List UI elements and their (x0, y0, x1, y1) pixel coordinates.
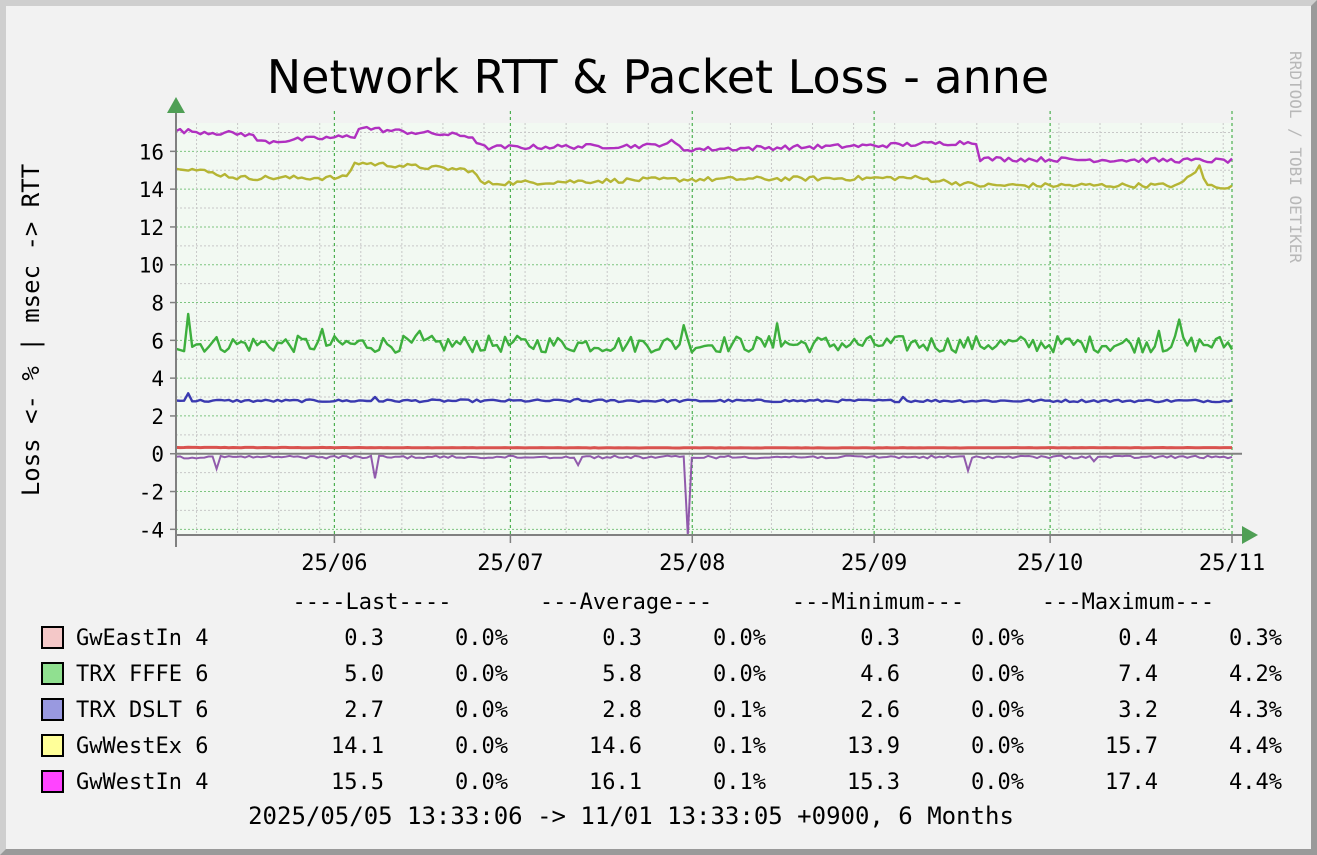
legend-series-name: GwEastIn 4 (76, 626, 208, 651)
legend-stat-value: 2.6 (860, 698, 900, 723)
legend-stat-value: 4.6 (860, 662, 900, 687)
legend-stat-value: 4.2% (1229, 662, 1282, 687)
chart-title: Network RTT & Packet Loss - anne (267, 50, 1049, 104)
legend-stat-value: 0.0% (971, 734, 1024, 759)
legend-series-name: GwWestIn 4 (76, 770, 208, 795)
y-tick-label: 0 (151, 443, 164, 467)
legend-series-name: TRX FFFE 6 (76, 662, 208, 687)
x-axis-arrow-icon (1242, 526, 1258, 544)
legend-stat-value: 4.3% (1229, 698, 1282, 723)
legend-stat-value: 0.0% (971, 770, 1024, 795)
legend-stat-value: 5.0 (344, 662, 384, 687)
rtt-loss-chart: Network RTT & Packet Loss - anne Loss <-… (17, 50, 1305, 830)
legend-stat-value: 0.0% (971, 662, 1024, 687)
legend-stat-value: 3.2 (1118, 698, 1158, 723)
legend-stat-value: 0.0% (971, 698, 1024, 723)
legend-stat-value: 15.5 (331, 770, 384, 795)
x-tick-label: 25/09 (841, 551, 907, 576)
y-tick-label: 16 (139, 140, 164, 164)
legend-stat-value: 0.1% (713, 770, 766, 795)
legend-stat-value: 0.3 (602, 626, 642, 651)
y-tick-label: 14 (139, 178, 164, 202)
y-tick-label: 4 (151, 367, 164, 391)
rrdtool-watermark: RRDTOOL / TOBI OETIKER (1286, 51, 1305, 263)
legend-column-header: ---Maximum--- (1042, 590, 1214, 615)
legend-swatch-icon (41, 698, 64, 721)
legend-stat-value: 2.7 (344, 698, 384, 723)
y-tick-label: 12 (139, 216, 164, 240)
series-line-trx-dslt-6 (175, 392, 1233, 404)
legend-stat-value: 0.0% (713, 662, 766, 687)
legend-series-name: TRX DSLT 6 (76, 698, 208, 723)
x-tick-label: 25/10 (1017, 551, 1083, 576)
legend-swatch-icon (41, 734, 64, 757)
legend-stat-value: 7.4 (1118, 662, 1158, 687)
x-tick-label: 25/08 (659, 551, 725, 576)
legend-stat-value: 0.3% (1229, 626, 1282, 651)
legend-stat-value: 16.1 (589, 770, 642, 795)
legend-stat-value: 0.0% (971, 626, 1024, 651)
y-tick-label: -4 (139, 518, 164, 542)
time-range-footer: 2025/05/05 13:33:06 -> 11/01 13:33:05 +0… (248, 802, 1014, 830)
y-tick-label: -2 (139, 481, 164, 505)
series-line-gwwestex-6 (175, 161, 1233, 190)
y-tick-label: 6 (151, 329, 164, 353)
legend-swatch-icon (41, 626, 64, 649)
legend-stat-value: 0.3 (860, 626, 900, 651)
legend-stat-value: 4.4% (1229, 734, 1282, 759)
series-line-trx-fffe-6 (175, 312, 1234, 354)
legend-stat-value: 15.3 (847, 770, 900, 795)
series-line-gweastin-4 (175, 445, 1232, 450)
legend-stat-value: 0.4 (1118, 626, 1158, 651)
legend-series-name: GwWestEx 6 (76, 734, 208, 759)
y-axis-arrow-icon (167, 97, 185, 113)
legend-stat-value: 2.8 (602, 698, 642, 723)
legend-column-header: ----Last---- (293, 590, 452, 615)
legend-stat-value: 15.7 (1105, 734, 1158, 759)
legend-stat-value: 5.8 (602, 662, 642, 687)
plot-canvas (176, 123, 1232, 535)
y-axis-label: Loss <- % | msec -> RTT (17, 164, 45, 496)
legend-column-header: ---Average--- (540, 590, 712, 615)
legend-swatch-icon (41, 662, 64, 685)
legend-stat-value: 0.1% (713, 734, 766, 759)
legend-stat-value: 0.3 (344, 626, 384, 651)
legend-stat-value: 0.0% (455, 662, 508, 687)
legend-stat-value: 0.0% (455, 770, 508, 795)
legend-stat-value: 0.0% (713, 626, 766, 651)
legend-stat-value: 0.0% (455, 626, 508, 651)
legend-stat-value: 14.6 (589, 734, 642, 759)
x-tick-label: 25/11 (1199, 551, 1265, 576)
y-tick-label: 2 (151, 405, 164, 429)
y-tick-label: 8 (151, 292, 164, 316)
packet-loss-line (175, 454, 1233, 536)
x-tick-label: 25/06 (301, 551, 367, 576)
legend-stat-value: 0.1% (713, 698, 766, 723)
series-line-gwwestin-4 (175, 125, 1233, 164)
legend-stat-value: 13.9 (847, 734, 900, 759)
legend-stat-value: 4.4% (1229, 770, 1282, 795)
legend-swatch-icon (41, 770, 64, 793)
y-tick-label: 10 (139, 254, 164, 278)
legend-stat-value: 14.1 (331, 734, 384, 759)
x-tick-label: 25/07 (477, 551, 543, 576)
legend-stat-value: 0.0% (455, 734, 508, 759)
legend-column-header: ---Minimum--- (792, 590, 964, 615)
legend-stat-value: 0.0% (455, 698, 508, 723)
legend-stat-value: 17.4 (1105, 770, 1158, 795)
